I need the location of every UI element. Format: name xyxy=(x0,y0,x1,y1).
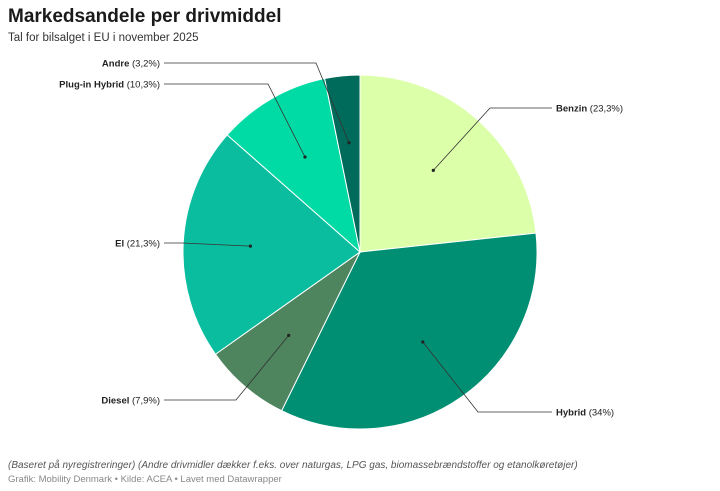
leader-line-plug-in-hybrid xyxy=(164,83,306,158)
pie-slice-el xyxy=(182,134,361,355)
slice-label-el: El (21,3%) xyxy=(115,239,160,250)
chart-source: Grafik: Mobility Denmark • Kilde: ACEA •… xyxy=(8,474,282,485)
leader-line-benzin xyxy=(433,107,552,171)
slice-label-plug-in-hybrid: Plug-in Hybrid (10,3%) xyxy=(59,80,160,91)
chart-subtitle: Tal for bilsalget i EU i november 2025 xyxy=(8,32,199,44)
chart-note: (Baseret på nyregistreringer) (Andre dri… xyxy=(8,460,578,471)
pie-slice-plug-in-hybrid xyxy=(226,77,361,254)
slice-label-andre: Andre (3,2%) xyxy=(102,59,160,70)
leader-dot-hybrid xyxy=(421,340,425,344)
leader-dot-el xyxy=(248,244,252,248)
pie-leader-lines xyxy=(164,62,552,413)
leader-dot-andre xyxy=(347,141,351,145)
pie-slice-andre xyxy=(324,74,361,253)
leader-line-hybrid xyxy=(422,341,552,413)
slice-label-benzin: Benzin (23,3%) xyxy=(556,104,623,115)
pie-labels: Benzin (23,3%) Hybrid (34%) Diesel (7,9%) E… xyxy=(59,59,623,419)
leader-dot-diesel xyxy=(287,333,291,337)
pie-slices xyxy=(182,74,538,430)
chart-title: Markedsandele per drivmiddel xyxy=(8,6,282,27)
leader-line-diesel xyxy=(164,335,290,401)
leader-line-andre xyxy=(164,62,350,143)
slice-label-diesel: Diesel (7,9%) xyxy=(101,396,160,407)
slice-label-hybrid: Hybrid (34%) xyxy=(556,408,614,419)
leader-line-el xyxy=(164,242,251,247)
leader-dot-plug-in-hybrid xyxy=(303,155,307,159)
leader-dot-benzin xyxy=(431,168,435,172)
pie-slice-benzin xyxy=(359,74,537,253)
